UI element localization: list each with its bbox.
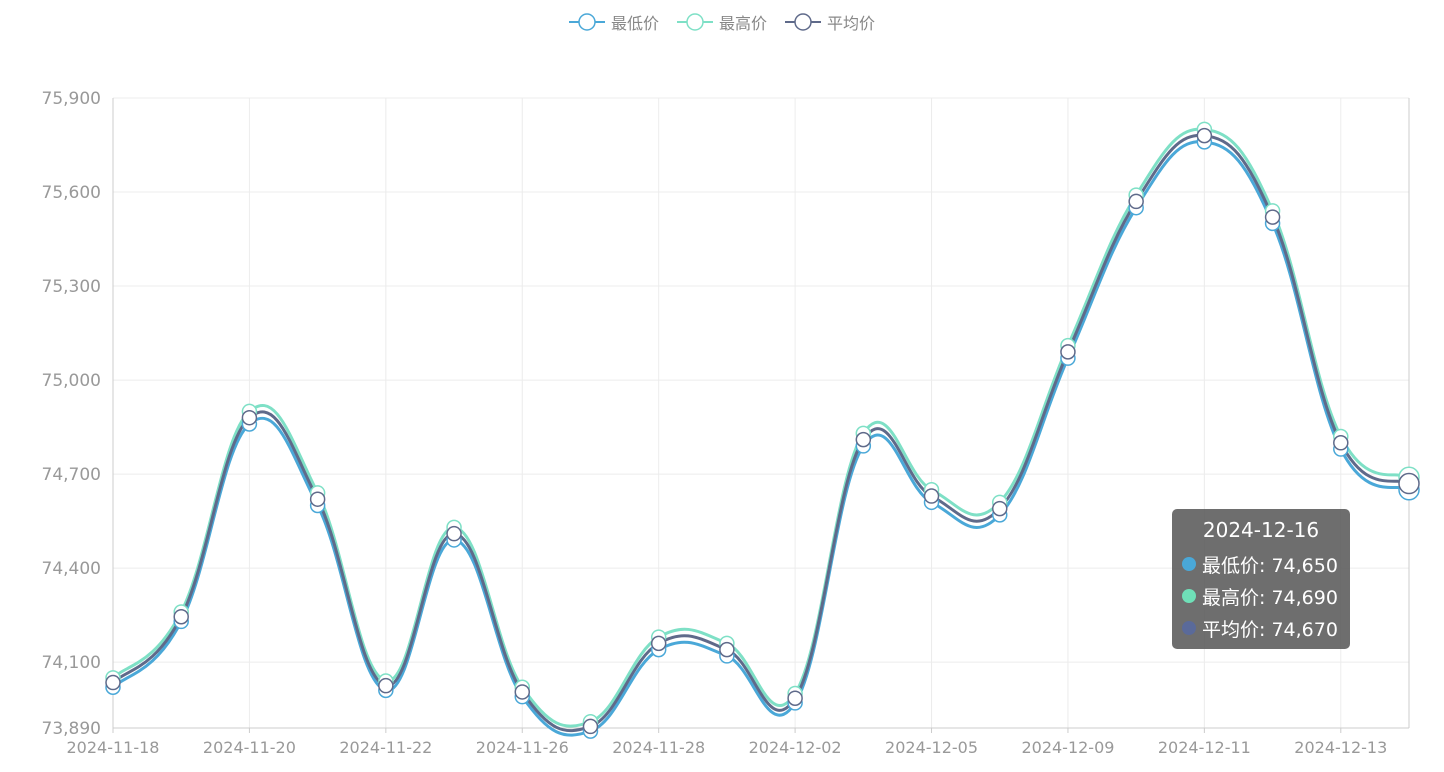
- data-point-avg: [1196, 127, 1213, 144]
- x-tick-label: 2024-11-22: [339, 738, 432, 757]
- data-point-avg: [1128, 193, 1144, 210]
- y-tick-label: 74,700: [42, 465, 101, 485]
- tooltip-label-low: 最低价: 74,650: [1202, 554, 1338, 577]
- y-tick-label: 73,890: [42, 719, 101, 739]
- data-point-avg: [446, 525, 462, 542]
- tooltip-row-high: 最高价: 74,690: [1182, 580, 1340, 612]
- legend-swatch-avg-icon: [785, 13, 821, 31]
- legend-label-high: 最高价: [718, 14, 767, 33]
- legend-item-avg[interactable]: 平均价: [785, 10, 875, 34]
- x-tick-label: 2024-12-02: [749, 738, 842, 757]
- tooltip-row-low: 最低价: 74,650: [1182, 548, 1340, 580]
- data-point-avg: [514, 684, 531, 700]
- data-point-avg: [582, 718, 599, 735]
- x-tick-label: 2024-12-09: [1021, 738, 1114, 757]
- y-tick-label: 74,100: [42, 653, 101, 673]
- tooltip-label-high: 最高价: 74,690: [1202, 586, 1338, 609]
- x-tick-label: 2024-11-18: [67, 738, 160, 757]
- x-tick-label: 2024-11-28: [612, 738, 705, 757]
- legend-swatch-low-icon: [568, 13, 605, 31]
- legend-item-high[interactable]: 最高价: [676, 10, 767, 34]
- chart-tooltip: 2024-12-16 最低价: 74,650 最高价: 74,690 平均价: …: [1172, 509, 1350, 649]
- y-tick-label: 74,400: [42, 559, 101, 579]
- y-tick-label: 75,300: [42, 277, 101, 297]
- legend-label-avg: 平均价: [827, 14, 876, 33]
- data-point-avg: [1060, 344, 1076, 360]
- data-point-avg: [855, 431, 872, 448]
- x-tick-label: 2024-12-11: [1158, 738, 1251, 757]
- y-tick-label: 75,600: [42, 183, 101, 203]
- tooltip-dot-avg-icon: [1182, 621, 1196, 635]
- data-point-avg: [309, 491, 326, 507]
- data-point-avg: [105, 674, 121, 691]
- tooltip-title: 2024-12-16: [1202, 518, 1320, 542]
- x-tick-label: 2024-11-20: [203, 738, 296, 757]
- tooltip-row-avg: 平均价: 74,670: [1182, 612, 1340, 644]
- data-point-avg: [1333, 435, 1349, 451]
- tooltip-label-avg: 平均价: 74,670: [1202, 618, 1338, 641]
- x-tick-label: 2024-11-26: [476, 738, 569, 757]
- data-point-avg: [241, 409, 258, 426]
- legend-swatch-high-icon: [676, 13, 713, 31]
- legend-item-low[interactable]: 最低价: [568, 10, 659, 34]
- tooltip-dot-high-icon: [1182, 589, 1196, 603]
- legend-label-low: 最低价: [610, 14, 659, 33]
- x-tick-label: 2024-12-05: [885, 738, 978, 757]
- data-point-avg: [650, 635, 667, 652]
- data-point-avg: [173, 608, 189, 625]
- series-line-low: [111, 140, 1410, 737]
- data-point-avg: [378, 677, 394, 694]
- y-tick-label: 75,000: [42, 371, 101, 391]
- data-point-avg: [1398, 472, 1420, 495]
- chart-legend: 最低价 最高价 平均价: [0, 10, 1444, 34]
- data-point-avg: [991, 500, 1008, 517]
- y-tick-label: 75,900: [42, 89, 101, 109]
- data-point-avg: [923, 488, 940, 504]
- data-point-avg: [1264, 209, 1281, 225]
- data-point-avg: [787, 690, 803, 706]
- data-point-avg: [719, 641, 735, 658]
- x-tick-label: 2024-12-13: [1294, 738, 1387, 757]
- tooltip-dot-low-icon: [1182, 557, 1196, 571]
